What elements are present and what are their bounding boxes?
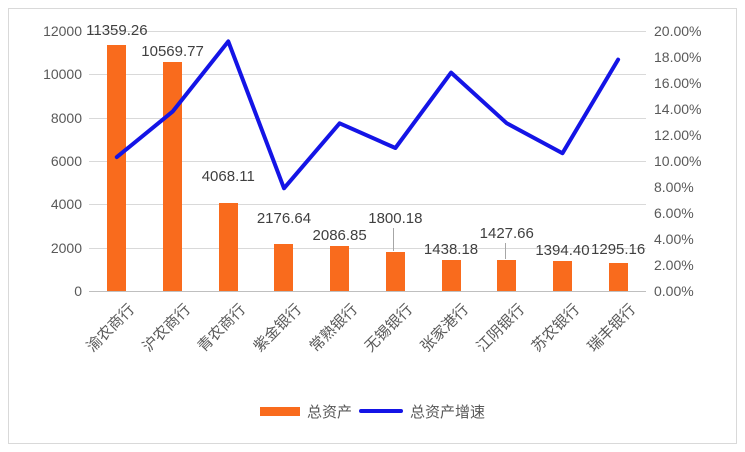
right-axis-tick: 8.00%: [654, 179, 694, 195]
left-axis-tick: 8000: [50, 109, 82, 126]
growth-line: [114, 39, 621, 191]
left-axis-tick: 4000: [50, 196, 82, 213]
gridline: [89, 204, 646, 206]
bar-data-label: 10569.77: [141, 42, 204, 60]
gridline: [89, 291, 646, 292]
line-series-swatch: [359, 409, 403, 413]
legend-item-total-assets: 总资产: [259, 401, 352, 422]
bar-data-label: 2086.85: [312, 226, 367, 244]
legend-item-growth-rate: 总资产增速: [359, 401, 485, 422]
gridline: [89, 117, 646, 119]
right-axis-tick: 4.00%: [654, 231, 694, 247]
label-leader-line: [504, 243, 506, 260]
legend-label-total-assets: 总资产: [306, 403, 352, 421]
gridline: [89, 161, 646, 162]
chart-border-frame: [8, 8, 737, 444]
left-axis-tick: 10000: [43, 66, 82, 83]
right-axis-tick: 0.00%: [654, 283, 694, 299]
left-axis-tick: 0: [74, 283, 82, 299]
bar-data-label: 1438.18: [423, 240, 479, 258]
bar: [107, 44, 127, 291]
gridline: [89, 247, 646, 249]
right-axis-tick: 2.00%: [654, 257, 694, 273]
left-axis-tick: 6000: [50, 153, 82, 169]
right-axis-tick: 16.00%: [654, 75, 702, 91]
bar-data-label: 1427.66: [479, 225, 534, 243]
gridline: [89, 74, 646, 76]
right-axis-tick: 14.00%: [654, 101, 702, 117]
bar: [441, 259, 461, 291]
right-axis-tick: 6.00%: [654, 205, 694, 221]
right-axis-tick: 12.00%: [654, 127, 702, 143]
right-axis-tick: 20.00%: [654, 23, 702, 39]
bar: [163, 61, 183, 291]
bar: [552, 260, 572, 291]
bar-data-label: 11359.26: [86, 21, 148, 39]
right-axis-tick: 18.00%: [654, 49, 702, 65]
left-axis-tick: 2000: [50, 239, 82, 256]
right-axis-tick: 10.00%: [654, 153, 702, 169]
left-axis-tick: 12000: [43, 23, 82, 39]
bar: [330, 245, 350, 291]
bar-data-label: 1394.40: [535, 241, 590, 259]
gridline: [89, 31, 646, 32]
label-leader-line: [393, 227, 395, 251]
bar-series-swatch: [259, 406, 300, 416]
bar: [497, 260, 517, 291]
legend: 总资产 总资产增速: [0, 398, 745, 424]
bar: [385, 251, 405, 291]
bar-data-label: 1295.16: [591, 240, 646, 258]
bar-data-label: 1800.18: [368, 209, 423, 227]
legend-label-growth-rate: 总资产增速: [410, 403, 486, 421]
bar: [608, 262, 628, 291]
bar: [218, 202, 238, 291]
bar-data-label: 2176.64: [256, 209, 312, 227]
bar-data-label: 4068.11: [201, 167, 255, 185]
bar: [274, 243, 294, 291]
